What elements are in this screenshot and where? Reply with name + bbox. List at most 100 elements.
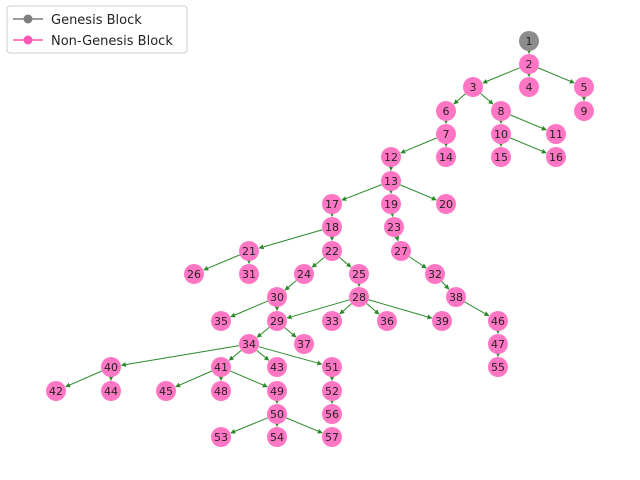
- block-node-5: 5: [574, 77, 594, 97]
- block-node-42: 42: [46, 381, 66, 401]
- node-circle-55: [488, 357, 508, 377]
- edge-30-35: [230, 300, 269, 318]
- edge-7-12: [400, 137, 437, 154]
- node-label-56: 56: [325, 408, 339, 421]
- node-label-32: 32: [428, 268, 442, 281]
- node-label-45: 45: [159, 385, 173, 398]
- block-node-26: 26: [184, 264, 204, 284]
- node-circle-18: [322, 217, 342, 237]
- block-node-9: 9: [574, 101, 594, 121]
- edge-10-16: [510, 137, 547, 154]
- node-label-16: 16: [549, 151, 563, 164]
- node-label-17: 17: [325, 198, 339, 211]
- node-circle-9: [574, 101, 594, 121]
- edge-28-29: [286, 299, 350, 320]
- legend-entry-non-genesis: Non-Genesis Block: [13, 34, 173, 49]
- block-node-43: 43: [267, 357, 287, 377]
- node-label-22: 22: [325, 245, 339, 258]
- block-node-28: 28: [349, 287, 369, 307]
- node-label-30: 30: [270, 291, 284, 304]
- node-label-9: 9: [581, 105, 588, 118]
- node-circle-49: [267, 381, 287, 401]
- node-circle-14: [436, 147, 456, 167]
- block-node-17: 17: [322, 194, 342, 214]
- node-circle-40: [101, 357, 121, 377]
- node-circle-32: [425, 264, 445, 284]
- node-label-50: 50: [270, 408, 284, 421]
- block-node-37: 37: [294, 334, 314, 354]
- node-label-11: 11: [549, 128, 563, 141]
- node-label-49: 49: [270, 385, 284, 398]
- node-circle-10: [491, 124, 511, 144]
- node-label-48: 48: [214, 385, 228, 398]
- edge-34-51: [258, 346, 323, 366]
- node-circle-36: [377, 311, 397, 331]
- node-circle-19: [381, 194, 401, 214]
- block-node-2: 2: [519, 54, 539, 74]
- block-node-34: 34: [239, 334, 259, 354]
- node-label-47: 47: [491, 338, 505, 351]
- node-circle-6: [436, 101, 456, 121]
- node-label-26: 26: [187, 268, 201, 281]
- block-node-38: 38: [446, 287, 466, 307]
- node-circle-17: [322, 194, 342, 214]
- node-circle-4: [519, 77, 539, 97]
- node-circle-50: [267, 404, 287, 424]
- block-node-16: 16: [546, 147, 566, 167]
- node-label-25: 25: [352, 268, 366, 281]
- block-node-30: 30: [267, 287, 287, 307]
- node-circle-7: [436, 124, 456, 144]
- block-node-49: 49: [267, 381, 287, 401]
- node-circle-22: [322, 241, 342, 261]
- node-circle-41: [211, 357, 231, 377]
- edge-28-36: [366, 303, 380, 315]
- node-circle-38: [446, 287, 466, 307]
- node-label-10: 10: [494, 128, 508, 141]
- block-node-55: 55: [488, 357, 508, 377]
- node-label-37: 37: [297, 338, 311, 351]
- node-label-23: 23: [387, 221, 401, 234]
- block-node-39: 39: [432, 311, 452, 331]
- node-circle-3: [463, 77, 483, 97]
- node-circle-26: [184, 264, 204, 284]
- block-node-21: 21: [239, 241, 259, 261]
- node-circle-34: [239, 334, 259, 354]
- block-node-22: 22: [322, 241, 342, 261]
- node-label-38: 38: [449, 291, 463, 304]
- block-node-25: 25: [349, 264, 369, 284]
- block-node-54: 54: [267, 427, 287, 447]
- block-node-7: 7: [436, 124, 456, 144]
- node-label-41: 41: [214, 361, 228, 374]
- block-node-33: 33: [322, 311, 342, 331]
- edge-2-5: [538, 67, 575, 84]
- block-node-27: 27: [391, 241, 411, 261]
- node-circle-31: [239, 264, 259, 284]
- node-circle-57: [322, 427, 342, 447]
- node-circle-45: [156, 381, 176, 401]
- block-node-13: 13: [381, 171, 401, 191]
- node-label-35: 35: [214, 315, 228, 328]
- edge-18-21: [258, 229, 323, 250]
- legend-entry-genesis: Genesis Block: [13, 13, 142, 28]
- node-label-13: 13: [384, 175, 398, 188]
- node-label-14: 14: [439, 151, 453, 164]
- block-node-29: 29: [267, 311, 287, 331]
- node-circle-42: [46, 381, 66, 401]
- node-label-51: 51: [325, 361, 339, 374]
- block-node-36: 36: [377, 311, 397, 331]
- node-circle-8: [491, 101, 511, 121]
- node-label-7: 7: [443, 128, 450, 141]
- node-label-5: 5: [581, 81, 588, 94]
- edge-28-33: [339, 303, 352, 315]
- block-node-31: 31: [239, 264, 259, 284]
- node-label-52: 52: [325, 385, 339, 398]
- edge-8-11: [510, 114, 547, 131]
- block-node-23: 23: [384, 217, 404, 237]
- edge-50-53: [230, 417, 268, 434]
- edge-34-41: [228, 349, 242, 361]
- legend-non-genesis-label: Non-Genesis Block: [51, 34, 173, 49]
- node-circle-44: [101, 381, 121, 401]
- node-circle-5: [574, 77, 594, 97]
- edge-13-20: [400, 184, 437, 201]
